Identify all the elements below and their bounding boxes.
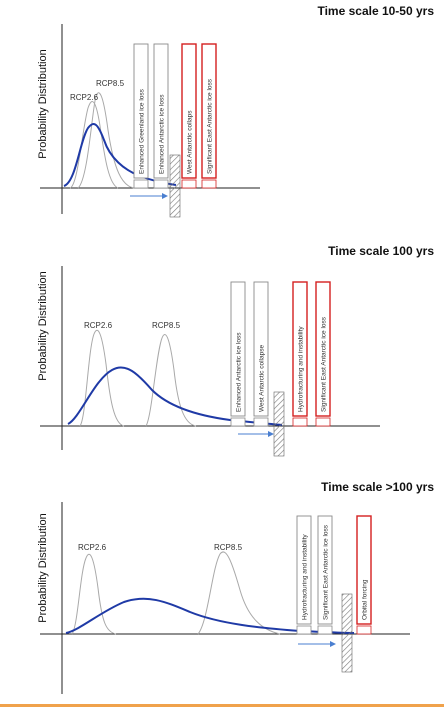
mechanism-box-label: Hydrofracturing and instability <box>301 534 308 620</box>
panel-plot: RCP2.6 RCP8.5 Enhanced Greenland ice los… <box>40 24 260 218</box>
mechanism-box-foot <box>296 625 312 635</box>
mechanism-boxes: Enhanced Antarctic ice loss West Antarcti… <box>230 281 331 427</box>
rcp85-curve <box>197 551 281 635</box>
panel-plot: RCP2.6 RCP8.5 Hydrofracturing and instab… <box>40 502 410 694</box>
mechanism-box-frame <box>133 43 149 179</box>
mechanism-box-foot <box>201 179 217 189</box>
mechanism-box-foot <box>317 625 333 635</box>
mechanism-box-label: West Antarctic collapse <box>258 345 265 412</box>
mechanism-box-foot <box>153 179 169 189</box>
mechanism-box: Hydrofracturing and instability <box>292 281 308 427</box>
mechanism-box: Enhanced Antarctic ice loss <box>230 281 246 427</box>
mechanism-box-frame <box>253 281 269 417</box>
panel-title: Time scale 10-50 yrs <box>317 4 434 18</box>
panel-100-yrs: Time scale 100 yrs Probability Distribut… <box>0 230 444 462</box>
mechanism-box: Orbital forcing <box>356 515 372 635</box>
mechanism-box: Enhanced Antarctic ice loss <box>153 43 169 189</box>
mechanism-box-label: Significant East Antarctic ice loss <box>206 78 213 174</box>
mechanism-box-label: Orbital forcing <box>361 579 368 620</box>
mechanism-box-frame <box>181 43 197 179</box>
mechanism-box-foot <box>292 417 308 427</box>
mechanism-box-label: Enhanced Greenland ice loss <box>138 88 145 174</box>
mechanism-box-foot <box>253 417 269 427</box>
hatched-threshold-bar <box>169 154 181 218</box>
mechanism-box-frame <box>315 281 331 417</box>
mechanism-box-label: Significant East Antarctic ice loss <box>320 316 327 412</box>
mechanism-box: Significant East Antarctic ice loss <box>317 515 333 635</box>
panel-over-100-yrs: Time scale >100 yrs Probability Distribu… <box>0 462 444 704</box>
mechanism-box: West Antarctic collaps <box>181 43 197 189</box>
mechanism-box-label: Enhanced Antarctic ice loss <box>235 332 242 412</box>
mechanism-box-foot <box>181 179 197 189</box>
main-distribution-curve <box>63 123 177 187</box>
rcp26-label: RCP2.6 <box>70 93 99 102</box>
mechanism-box: Hydrofracturing and instability <box>296 515 312 635</box>
arrow-head-icon <box>268 431 274 437</box>
rcp26-label: RCP2.6 <box>78 543 107 552</box>
mechanism-box-label: Enhanced Antarctic ice loss <box>158 94 165 174</box>
mechanism-box-label: Significant East Antarctic ice loss <box>322 524 329 620</box>
mechanism-box-frame <box>317 515 333 625</box>
rcp85-curve <box>145 334 197 427</box>
mechanism-box-frame <box>153 43 169 179</box>
mechanism-box: Significant East Antarctic ice loss <box>201 43 217 189</box>
mechanism-box-frame <box>230 281 246 417</box>
hatched-threshold-bar <box>341 593 353 673</box>
arrow-head-icon <box>330 641 336 647</box>
panel-plot: RCP2.6 RCP8.5 Enhanced Antarctic ice los… <box>40 266 380 457</box>
panel-title: Time scale >100 yrs <box>321 480 434 494</box>
main-distribution-curve <box>65 597 355 634</box>
rcp26-label: RCP2.6 <box>84 321 113 330</box>
panel-title: Time scale 100 yrs <box>328 244 434 258</box>
rcp85-label: RCP8.5 <box>214 543 243 552</box>
panel-10-50-yrs: Time scale 10-50 yrs Probability Distrib… <box>0 0 444 230</box>
bottom-rule <box>0 704 444 707</box>
mechanism-box: West Antarctic collapse <box>253 281 269 427</box>
mechanism-box-label: West Antarctic collaps <box>186 110 193 174</box>
rcp26-curve <box>71 553 117 635</box>
rcp85-label: RCP8.5 <box>152 321 181 330</box>
mechanism-box-foot <box>356 625 372 635</box>
mechanism-box-foot <box>315 417 331 427</box>
mechanism-box-foot <box>133 179 149 189</box>
rcp85-label: RCP8.5 <box>96 79 125 88</box>
mechanism-boxes: Hydrofracturing and instability Significa… <box>296 515 372 635</box>
rcp85-curve <box>77 92 135 189</box>
mechanism-box-frame <box>296 515 312 625</box>
mechanism-box: Significant East Antarctic ice loss <box>315 281 331 427</box>
mechanism-box-label: Hydrofracturing and instability <box>297 326 304 412</box>
arrow-head-icon <box>162 193 168 199</box>
mechanism-boxes: Enhanced Greenland ice loss Enhanced Anta… <box>133 43 217 189</box>
hatched-threshold-bar <box>273 391 285 457</box>
mechanism-box-frame <box>356 515 372 625</box>
mechanism-box-frame <box>201 43 217 179</box>
mechanism-box-foot <box>230 417 246 427</box>
mechanism-box: Enhanced Greenland ice loss <box>133 43 149 189</box>
rcp26-curve <box>69 101 119 189</box>
mechanism-box-frame <box>292 281 308 417</box>
rcp26-curve <box>79 329 125 427</box>
